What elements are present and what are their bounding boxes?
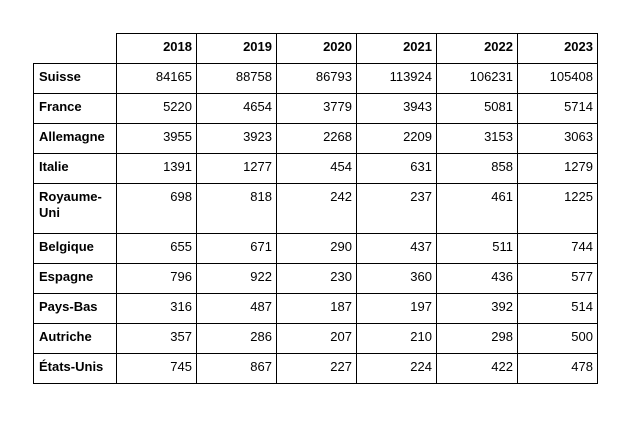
value-cell: 286 bbox=[196, 323, 277, 354]
value-cell: 3063 bbox=[517, 123, 598, 154]
table-row: Belgique 655 671 290 437 511 744 bbox=[33, 233, 598, 264]
value-cell: 3943 bbox=[356, 93, 437, 124]
country-label: Italie bbox=[33, 153, 117, 184]
table-row: Pays-Bas 316 487 187 197 392 514 bbox=[33, 293, 598, 324]
year-header: 2021 bbox=[356, 33, 437, 64]
value-cell: 5714 bbox=[517, 93, 598, 124]
value-cell: 461 bbox=[436, 183, 518, 234]
value-cell: 577 bbox=[517, 263, 598, 294]
value-cell: 2268 bbox=[276, 123, 357, 154]
table-row: France 5220 4654 3779 3943 5081 5714 bbox=[33, 93, 598, 124]
country-label: France bbox=[33, 93, 117, 124]
value-cell: 1279 bbox=[517, 153, 598, 184]
value-cell: 511 bbox=[436, 233, 518, 264]
value-cell: 818 bbox=[196, 183, 277, 234]
table-row: Italie 1391 1277 454 631 858 1279 bbox=[33, 153, 598, 184]
value-cell: 224 bbox=[356, 353, 437, 384]
table-row: Allemagne 3955 3923 2268 2209 3153 3063 bbox=[33, 123, 598, 154]
table-row: Royaume-Uni 698 818 242 237 461 1225 bbox=[33, 183, 598, 234]
table-row: Autriche 357 286 207 210 298 500 bbox=[33, 323, 598, 354]
table-row: Espagne 796 922 230 360 436 577 bbox=[33, 263, 598, 294]
country-label: Suisse bbox=[33, 63, 117, 94]
value-cell: 514 bbox=[517, 293, 598, 324]
value-cell: 478 bbox=[517, 353, 598, 384]
value-cell: 1225 bbox=[517, 183, 598, 234]
value-cell: 360 bbox=[356, 263, 437, 294]
value-cell: 242 bbox=[276, 183, 357, 234]
value-cell: 3779 bbox=[276, 93, 357, 124]
country-label: Espagne bbox=[33, 263, 117, 294]
value-cell: 422 bbox=[436, 353, 518, 384]
value-cell: 487 bbox=[196, 293, 277, 324]
corner-cell bbox=[33, 33, 117, 64]
country-label: Belgique bbox=[33, 233, 117, 264]
year-header: 2018 bbox=[116, 33, 197, 64]
value-cell: 187 bbox=[276, 293, 357, 324]
value-cell: 436 bbox=[436, 263, 518, 294]
value-cell: 5081 bbox=[436, 93, 518, 124]
value-cell: 671 bbox=[196, 233, 277, 264]
value-cell: 698 bbox=[116, 183, 197, 234]
value-cell: 437 bbox=[356, 233, 437, 264]
value-cell: 631 bbox=[356, 153, 437, 184]
value-cell: 3153 bbox=[436, 123, 518, 154]
value-cell: 106231 bbox=[436, 63, 518, 94]
country-label: Royaume-Uni bbox=[33, 183, 117, 234]
value-cell: 316 bbox=[116, 293, 197, 324]
value-cell: 2209 bbox=[356, 123, 437, 154]
value-cell: 745 bbox=[116, 353, 197, 384]
year-header: 2019 bbox=[196, 33, 277, 64]
value-cell: 655 bbox=[116, 233, 197, 264]
value-cell: 357 bbox=[116, 323, 197, 354]
value-cell: 210 bbox=[356, 323, 437, 354]
value-cell: 867 bbox=[196, 353, 277, 384]
year-header: 2020 bbox=[276, 33, 357, 64]
value-cell: 84165 bbox=[116, 63, 197, 94]
table-row: Suisse 84165 88758 86793 113924 106231 1… bbox=[33, 63, 598, 94]
value-cell: 1391 bbox=[116, 153, 197, 184]
data-table: 2018 2019 2020 2021 2022 2023 Suisse 841… bbox=[33, 33, 598, 384]
value-cell: 3923 bbox=[196, 123, 277, 154]
value-cell: 454 bbox=[276, 153, 357, 184]
value-cell: 290 bbox=[276, 233, 357, 264]
year-header: 2023 bbox=[517, 33, 598, 64]
value-cell: 3955 bbox=[116, 123, 197, 154]
table-row: États-Unis 745 867 227 224 422 478 bbox=[33, 353, 598, 384]
value-cell: 227 bbox=[276, 353, 357, 384]
year-header: 2022 bbox=[436, 33, 518, 64]
value-cell: 197 bbox=[356, 293, 437, 324]
value-cell: 105408 bbox=[517, 63, 598, 94]
value-cell: 1277 bbox=[196, 153, 277, 184]
value-cell: 922 bbox=[196, 263, 277, 294]
value-cell: 796 bbox=[116, 263, 197, 294]
value-cell: 113924 bbox=[356, 63, 437, 94]
value-cell: 392 bbox=[436, 293, 518, 324]
value-cell: 86793 bbox=[276, 63, 357, 94]
value-cell: 858 bbox=[436, 153, 518, 184]
country-label: États-Unis bbox=[33, 353, 117, 384]
value-cell: 298 bbox=[436, 323, 518, 354]
value-cell: 88758 bbox=[196, 63, 277, 94]
country-label: Pays-Bas bbox=[33, 293, 117, 324]
value-cell: 230 bbox=[276, 263, 357, 294]
value-cell: 744 bbox=[517, 233, 598, 264]
header-row: 2018 2019 2020 2021 2022 2023 bbox=[33, 33, 598, 64]
value-cell: 207 bbox=[276, 323, 357, 354]
country-label: Allemagne bbox=[33, 123, 117, 154]
value-cell: 4654 bbox=[196, 93, 277, 124]
value-cell: 500 bbox=[517, 323, 598, 354]
value-cell: 237 bbox=[356, 183, 437, 234]
value-cell: 5220 bbox=[116, 93, 197, 124]
country-label: Autriche bbox=[33, 323, 117, 354]
